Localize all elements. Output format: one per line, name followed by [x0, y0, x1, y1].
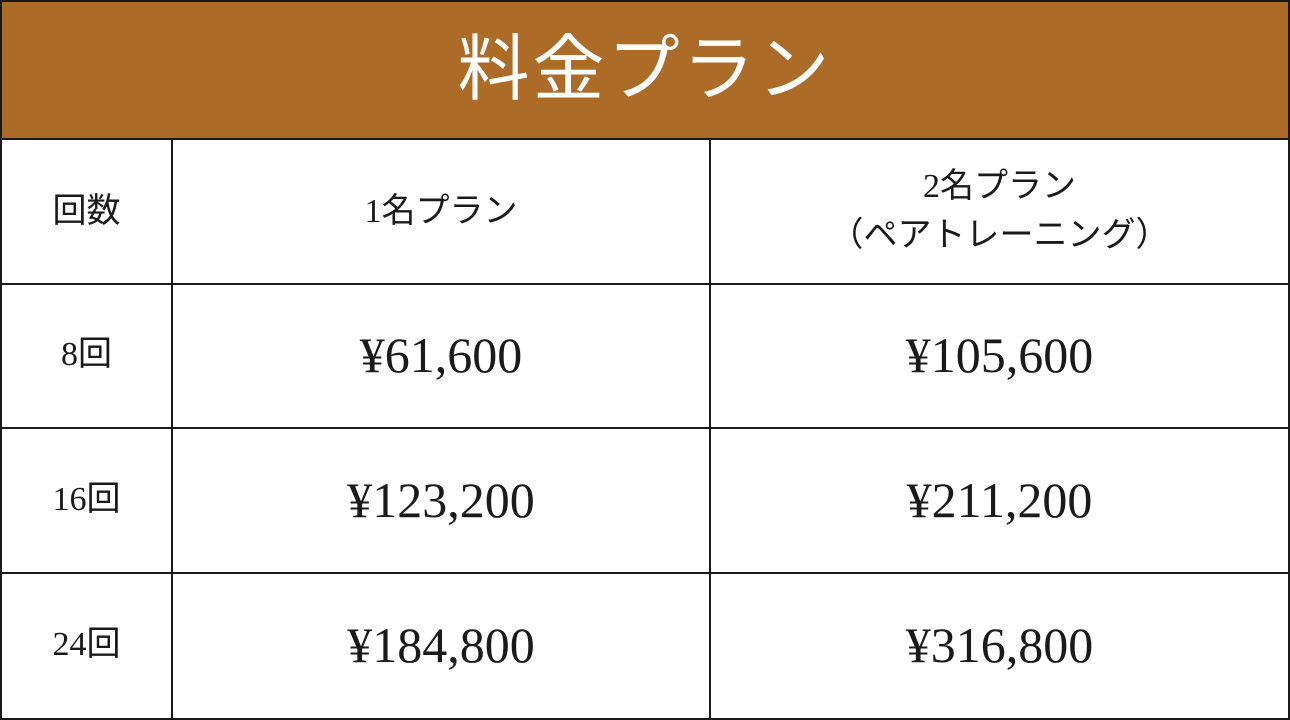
sessions-value: 8回 [61, 336, 112, 374]
table-row-2-plan1-cell: ¥123,200 [173, 429, 711, 574]
table-row-2-plan2-cell: ¥211,200 [711, 429, 1288, 574]
table-row-1-plan1-cell: ¥61,600 [173, 284, 711, 429]
plan2-price-value: ¥211,200 [906, 471, 1093, 528]
pricing-table: 回数 1名プラン 2名プラン （ペアトレーニング） 8回 ¥61,600 ¥10… [2, 140, 1288, 718]
column-header-sessions: 回数 [2, 140, 173, 285]
table-row-1-plan2-cell: ¥105,600 [711, 284, 1288, 429]
title-banner: 料金プラン [2, 2, 1288, 140]
column-header-plan1: 1名プラン [173, 140, 711, 285]
column-header-plan2: 2名プラン （ペアトレーニング） [711, 140, 1288, 285]
sessions-value: 24回 [52, 626, 121, 664]
column-header-plan1-label: 1名プラン [364, 192, 518, 230]
table-row-3-sessions-cell: 24回 [2, 573, 173, 718]
plan1-price-value: ¥123,200 [347, 471, 535, 528]
column-header-plan2-sublabel: （ペアトレーニング） [829, 217, 1170, 255]
table-row-3-plan1-cell: ¥184,800 [173, 573, 711, 718]
column-header-sessions-label: 回数 [52, 192, 121, 230]
sessions-value: 16回 [52, 480, 121, 518]
table-row-1-sessions-cell: 8回 [2, 284, 173, 429]
plan2-price-value: ¥105,600 [905, 327, 1094, 384]
table-row-2-sessions-cell: 16回 [2, 429, 173, 574]
plan2-price-value: ¥316,800 [905, 617, 1094, 674]
table-row-3-plan2-cell: ¥316,800 [711, 573, 1288, 718]
plan1-price-value: ¥61,600 [359, 327, 523, 384]
column-header-plan2-label: 2名プラン [923, 167, 1076, 205]
plan1-price-value: ¥184,800 [347, 617, 535, 674]
page-title: 料金プラン [457, 30, 833, 110]
